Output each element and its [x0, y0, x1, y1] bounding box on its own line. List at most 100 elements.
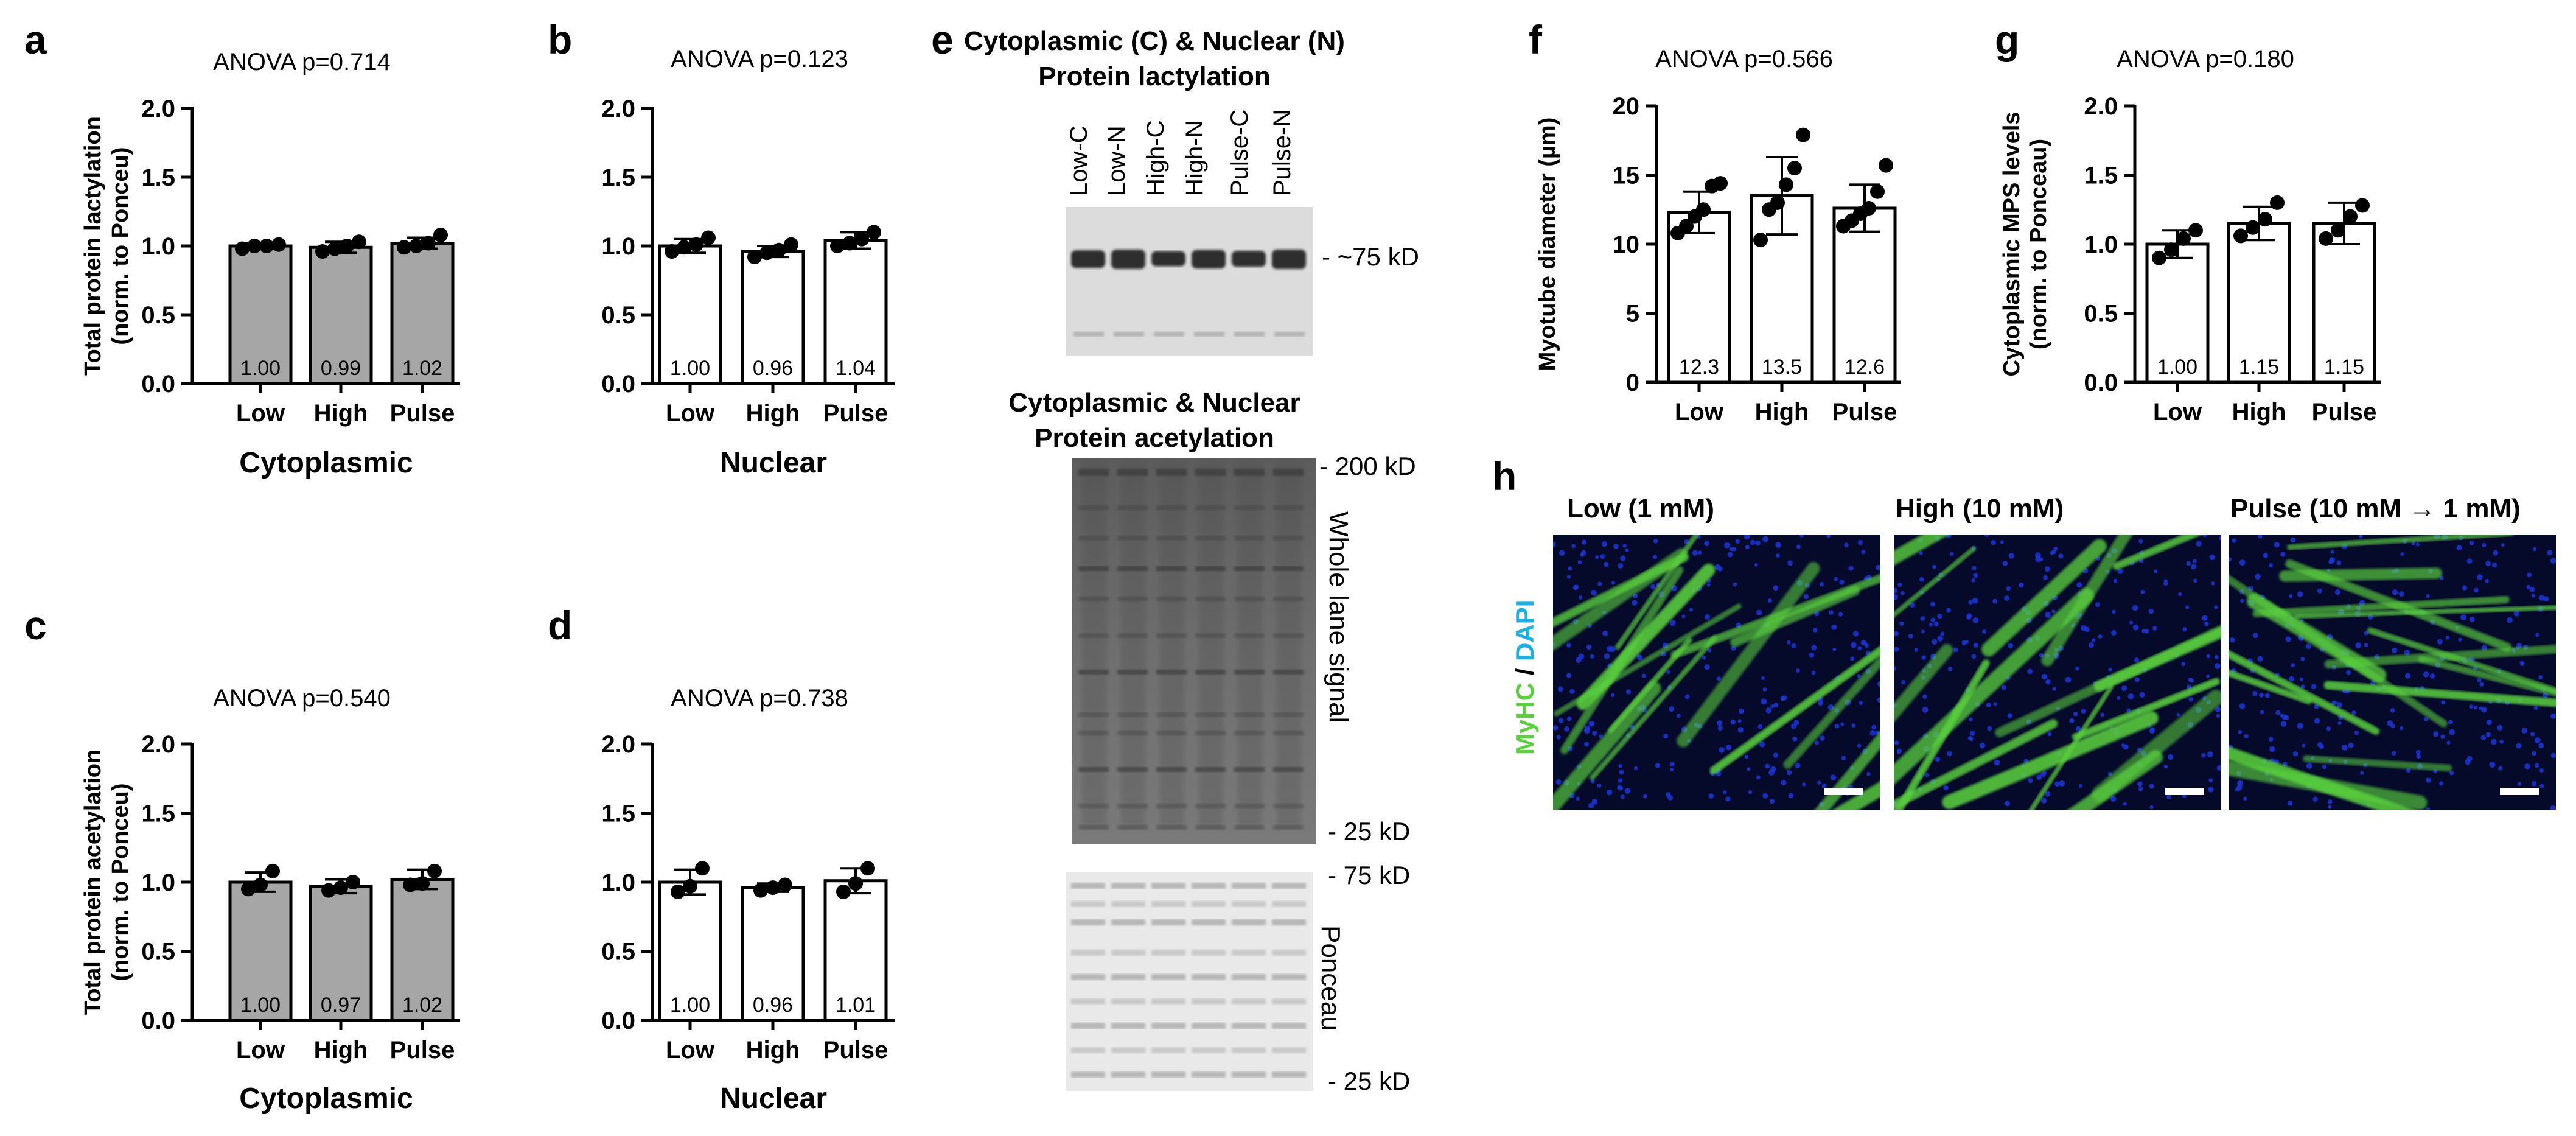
category-label: Low [236, 1037, 285, 1064]
bar-pulse [823, 879, 888, 1022]
data-point [352, 234, 366, 250]
y-tick-label: 1.5 [2084, 163, 2118, 189]
bar-value-label: 1.15 [2324, 356, 2364, 379]
data-point [409, 239, 424, 253]
data-point [1787, 161, 1802, 176]
bar-high [741, 886, 805, 1022]
category-label: Pulse [390, 400, 455, 427]
y-tick-label: 0 [1626, 370, 1639, 396]
x-axis-group-label: Nuclear [720, 1082, 827, 1115]
y-axis-label: Total protein lactylation [80, 116, 106, 376]
panel-label-a: a [24, 17, 47, 62]
data-point [1696, 202, 1711, 217]
y-tick-label: 0.5 [601, 939, 635, 966]
data-point [271, 237, 286, 252]
micrograph-pulse [2229, 535, 2556, 810]
lane-label: Pulse-C [1226, 110, 1253, 196]
data-point [1796, 127, 1810, 142]
y-tick-label: 1.5 [601, 164, 635, 191]
marker-75kd-ponceau: - 75 kD [1328, 861, 1410, 889]
bar-value-label: 1.02 [402, 994, 442, 1017]
scale-bar [2165, 788, 2204, 795]
data-point [2258, 212, 2272, 227]
data-point [433, 227, 448, 242]
data-point [747, 250, 762, 265]
data-point [346, 875, 360, 889]
data-point [701, 230, 716, 245]
micrograph-high [1894, 535, 2221, 810]
data-point [753, 883, 768, 898]
data-point [415, 876, 430, 891]
bar-value-label: 0.99 [321, 357, 361, 380]
bar-value-label: 0.96 [753, 357, 793, 380]
condition-label-pulse: Pulse (10 mM → 1 mM) [2230, 494, 2521, 524]
bar-low [228, 244, 293, 385]
data-point [2343, 209, 2358, 224]
anova-g: ANOVA p=0.180 [2117, 46, 2294, 72]
y-axis-label: Total protein acetylation [80, 749, 106, 1015]
y-axis-label-units: (norm. to Ponceau) [2026, 139, 2051, 349]
y-tick-label: 1.5 [141, 164, 175, 191]
y-axis-label: Cytoplasmic MPS levels [1999, 111, 2025, 376]
x-axis-group-label: Nuclear [720, 447, 827, 479]
chart-c: 0.0 0.5 1.0 1.5 2.0 Low 1.00 High 0.97 Pulse 1.02 T… [80, 731, 460, 1115]
bar-value-label: 1.01 [836, 994, 876, 1017]
category-label: Pulse [823, 400, 888, 427]
data-point [315, 244, 330, 259]
stain-separator: / [1510, 661, 1539, 682]
lane-label: High-N [1181, 121, 1208, 196]
stain-dapi: DAPI [1510, 600, 1539, 661]
bar-value-label: 1.04 [836, 357, 876, 380]
y-tick-label: 10 [1613, 231, 1640, 258]
blot-title-lactylation-line1: Cytoplasmic (C) & Nuclear (N) [964, 26, 1345, 56]
data-point [2355, 198, 2370, 213]
lane-label: Low-N [1103, 125, 1130, 196]
category-label: Low [666, 400, 715, 427]
data-point [848, 876, 863, 891]
data-point [1679, 219, 1694, 234]
blot-title-acetylation-line2: Protein acetylation [1035, 423, 1274, 453]
data-point [2233, 228, 2248, 244]
y-tick-label: 0.0 [2084, 370, 2118, 396]
bar-value-label: 1.02 [402, 357, 442, 380]
y-tick-label: 0.0 [141, 371, 175, 398]
y-tick-label: 2.0 [141, 731, 175, 758]
data-point [830, 239, 845, 253]
data-point [2319, 231, 2333, 246]
data-point [321, 883, 336, 898]
micrograph-low [1553, 535, 1880, 810]
scale-bar [1824, 788, 1863, 795]
data-point [1779, 177, 1793, 192]
y-tick-label: 1.0 [2084, 231, 2118, 258]
lane-label: High-C [1142, 121, 1169, 196]
data-point [784, 237, 798, 252]
bar-value-label: 1.00 [670, 357, 710, 380]
panel-h-microscopy: Low (1 mM) High (10 mM) Pulse (10 mM → 1… [1510, 494, 2556, 810]
bar-value-label: 0.96 [753, 994, 793, 1017]
category-label: Pulse [1832, 399, 1897, 426]
bar-value-label: 12.6 [1845, 356, 1885, 379]
data-point [253, 877, 268, 892]
stain-legend: MyHC / DAPI [1510, 600, 1539, 755]
whole-lane-signal-label: Whole lane signal [1324, 511, 1353, 723]
y-axis-label-units: (norm. to Ponceu) [108, 147, 133, 345]
category-label: Low [1675, 399, 1724, 426]
ponceau-label: Ponceau [1316, 925, 1346, 1031]
data-point [2270, 195, 2285, 210]
category-label: Pulse [390, 1037, 455, 1064]
data-point [327, 241, 342, 256]
data-point [421, 236, 436, 251]
data-point [1862, 200, 1876, 216]
data-point [235, 241, 250, 256]
condition-label-high: High (10 mM) [1896, 494, 2064, 524]
y-tick-label: 0.5 [141, 302, 175, 329]
category-label: High [746, 400, 800, 427]
y-tick-label: 0.0 [141, 1008, 175, 1034]
data-point [2331, 223, 2345, 238]
y-tick-label: 0.5 [141, 939, 175, 966]
data-point [854, 231, 869, 247]
chart-a: 0.0 0.5 1.0 1.5 2.0 Low 1.00 High 0.99 Pulse 1.02 T… [80, 96, 460, 479]
data-point [772, 242, 786, 258]
data-point [397, 240, 411, 255]
panel-label-h: h [1492, 454, 1517, 499]
